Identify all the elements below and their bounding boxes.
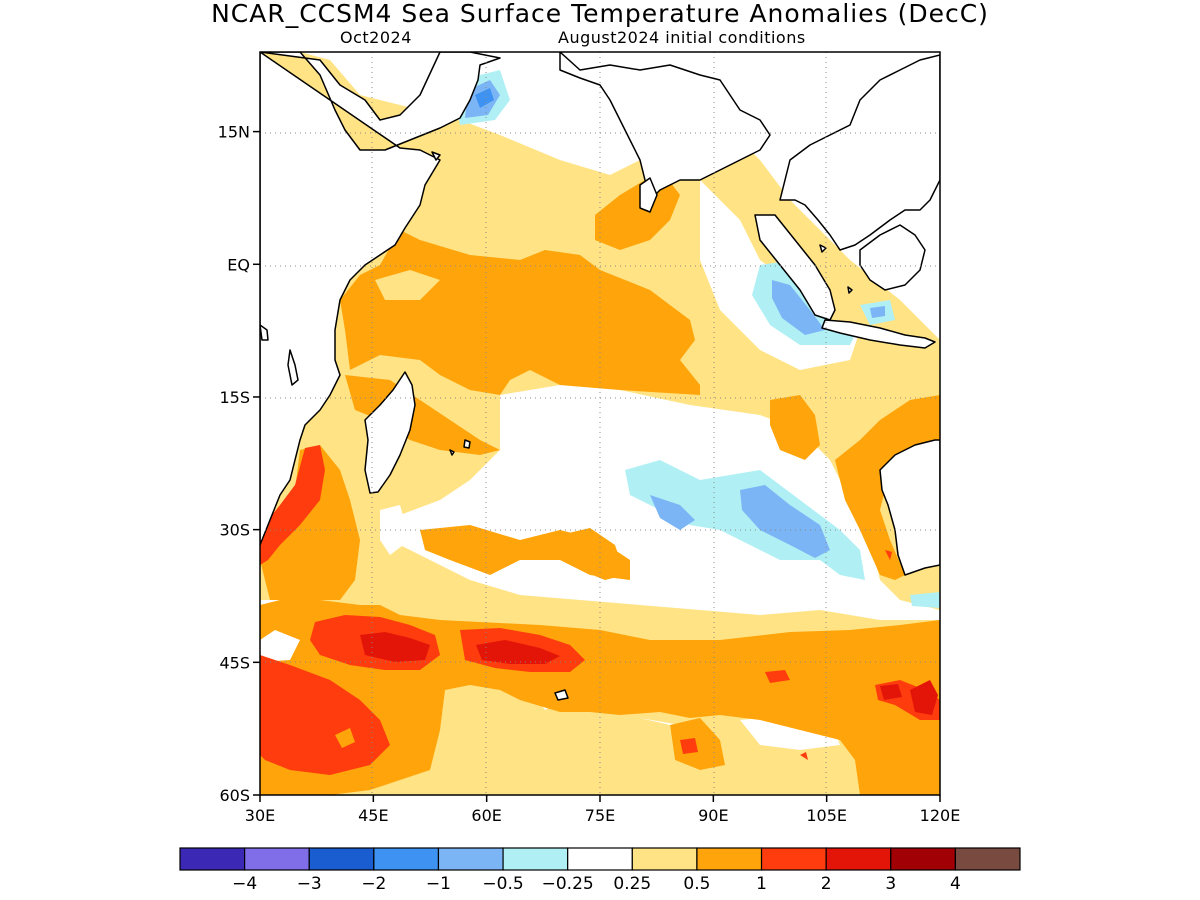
color-scale-label: −4 [232,874,257,894]
forecast-month: Oct2024 [340,28,412,47]
initial-conditions-label: August2024 initial conditions [558,28,806,47]
color-scale-label: −2 [361,874,386,894]
lat-tick-label: 15S [219,388,250,407]
anomaly-field [260,52,940,795]
color-scale-swatch [308,847,375,871]
land-masses [260,52,940,701]
longitude-axis: 30E 45E 60E 75E 90E 105E 120E [245,795,961,825]
color-scale-bar: −4 −3 −2 −1 −0.5 −0.25 0.25 0.5 1 2 3 4 [179,847,1021,894]
lat-tick-label: 60S [219,786,250,805]
lat-tick-label: 45S [219,653,250,672]
lon-tick-label: 120E [920,806,961,825]
color-scale-swatch [825,847,892,871]
color-scale-swatch [373,847,440,871]
lon-tick-label: 30E [245,806,275,825]
warm-hole [335,728,355,748]
color-scale-swatch [696,847,763,871]
color-scale-swatch [244,847,310,871]
map-gridlines [260,52,940,795]
very-strong-warm-regions [360,632,938,715]
mild-warm-patches [260,630,850,795]
color-scale-label: −0.5 [482,874,523,894]
color-scale-label: −0.25 [542,874,594,894]
lon-tick-label: 75E [585,806,615,825]
color-scale-swatch [631,847,698,871]
lon-tick-label: 45E [358,806,388,825]
color-scale-label: −1 [426,874,451,894]
lat-tick-label: 30S [219,521,250,540]
lat-tick-label: 15N [218,123,250,142]
lon-tick-label: 90E [698,806,728,825]
chart-title: NCAR_CCSM4 Sea Surface Temperature Anoma… [211,0,989,28]
latitude-axis: 15N EQ 15S 30S 45S 60S [218,123,260,805]
color-scale-swatch [437,847,504,871]
color-scale-label: −3 [297,874,322,894]
color-scale-label: 2 [821,874,832,894]
lon-tick-label: 105E [806,806,847,825]
color-scale-swatch [954,847,1021,871]
color-scale-label: 1 [756,874,767,894]
lat-tick-label: EQ [227,255,250,274]
color-scale-swatch [179,847,246,871]
color-scale-label: 0.25 [613,874,651,894]
strong-cool-spot [475,88,494,108]
color-scale-swatch [890,847,956,871]
color-scale-label: 0.5 [683,874,710,894]
color-scale-label: 4 [950,874,961,894]
color-scale-swatch [760,847,827,871]
color-scale-swatch [502,847,569,871]
color-scale-swatch [567,847,633,871]
lon-tick-label: 60E [471,806,501,825]
color-scale-label: 3 [885,874,896,894]
